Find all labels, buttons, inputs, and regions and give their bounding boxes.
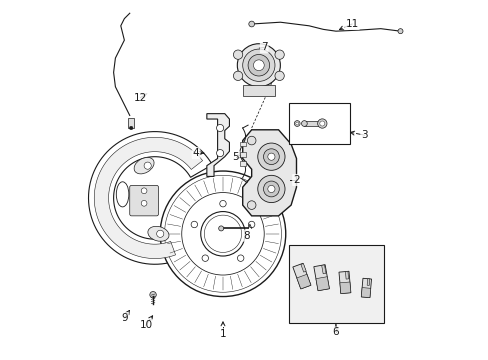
Circle shape <box>248 221 254 228</box>
Circle shape <box>233 50 242 59</box>
Circle shape <box>237 44 280 87</box>
Bar <box>304 121 322 126</box>
Circle shape <box>247 201 255 210</box>
Circle shape <box>247 54 269 76</box>
Circle shape <box>216 125 223 132</box>
Circle shape <box>274 71 284 81</box>
Bar <box>239 152 245 157</box>
Polygon shape <box>242 130 296 216</box>
Polygon shape <box>206 114 229 176</box>
Text: 4: 4 <box>192 148 199 158</box>
Ellipse shape <box>116 182 128 207</box>
Circle shape <box>253 60 264 71</box>
Polygon shape <box>88 132 212 264</box>
Circle shape <box>242 49 274 81</box>
Bar <box>289 103 349 144</box>
Ellipse shape <box>147 226 169 241</box>
Circle shape <box>317 119 326 128</box>
Polygon shape <box>313 265 329 291</box>
Circle shape <box>295 122 298 125</box>
Circle shape <box>156 230 163 237</box>
Circle shape <box>257 143 285 170</box>
Bar <box>239 141 245 146</box>
Circle shape <box>274 50 284 59</box>
Circle shape <box>129 126 133 130</box>
Circle shape <box>141 188 147 194</box>
Bar <box>242 85 274 96</box>
Circle shape <box>248 21 254 27</box>
Circle shape <box>267 185 274 193</box>
Text: 11: 11 <box>345 19 358 29</box>
Polygon shape <box>296 274 310 289</box>
Text: 5: 5 <box>232 152 238 162</box>
Circle shape <box>204 215 241 252</box>
Circle shape <box>397 29 402 34</box>
Circle shape <box>216 149 223 157</box>
Circle shape <box>201 212 244 256</box>
Text: 7: 7 <box>261 42 267 52</box>
Polygon shape <box>366 279 369 285</box>
FancyBboxPatch shape <box>129 185 158 216</box>
Text: 12: 12 <box>134 93 147 103</box>
Text: 6: 6 <box>332 327 339 337</box>
Text: 1: 1 <box>219 329 226 339</box>
Bar <box>128 118 134 128</box>
Text: 2: 2 <box>293 175 299 185</box>
Circle shape <box>319 121 324 126</box>
Circle shape <box>202 255 208 261</box>
Polygon shape <box>361 288 370 298</box>
Circle shape <box>257 175 285 203</box>
Circle shape <box>191 221 197 228</box>
Polygon shape <box>300 264 305 272</box>
Circle shape <box>144 162 151 169</box>
Polygon shape <box>292 263 310 289</box>
Polygon shape <box>94 137 202 258</box>
Bar <box>239 161 245 166</box>
Circle shape <box>263 181 279 197</box>
Circle shape <box>233 71 242 81</box>
Text: 10: 10 <box>139 320 152 330</box>
Bar <box>289 244 384 323</box>
Circle shape <box>218 226 223 231</box>
Polygon shape <box>345 271 348 279</box>
Polygon shape <box>315 277 329 291</box>
Text: 8: 8 <box>243 231 249 240</box>
Circle shape <box>160 171 285 297</box>
Circle shape <box>182 193 264 275</box>
Circle shape <box>263 149 279 165</box>
Circle shape <box>149 292 156 298</box>
Text: 3: 3 <box>361 130 367 140</box>
Circle shape <box>267 153 274 160</box>
Circle shape <box>237 255 244 261</box>
Circle shape <box>301 121 306 126</box>
Circle shape <box>141 201 147 206</box>
Polygon shape <box>321 265 325 274</box>
Text: 9: 9 <box>121 313 127 323</box>
Circle shape <box>247 136 255 145</box>
Polygon shape <box>338 271 350 293</box>
Circle shape <box>219 201 226 207</box>
Polygon shape <box>361 278 371 298</box>
Polygon shape <box>339 282 350 293</box>
Ellipse shape <box>134 157 154 174</box>
Circle shape <box>164 175 281 292</box>
Circle shape <box>294 121 300 126</box>
